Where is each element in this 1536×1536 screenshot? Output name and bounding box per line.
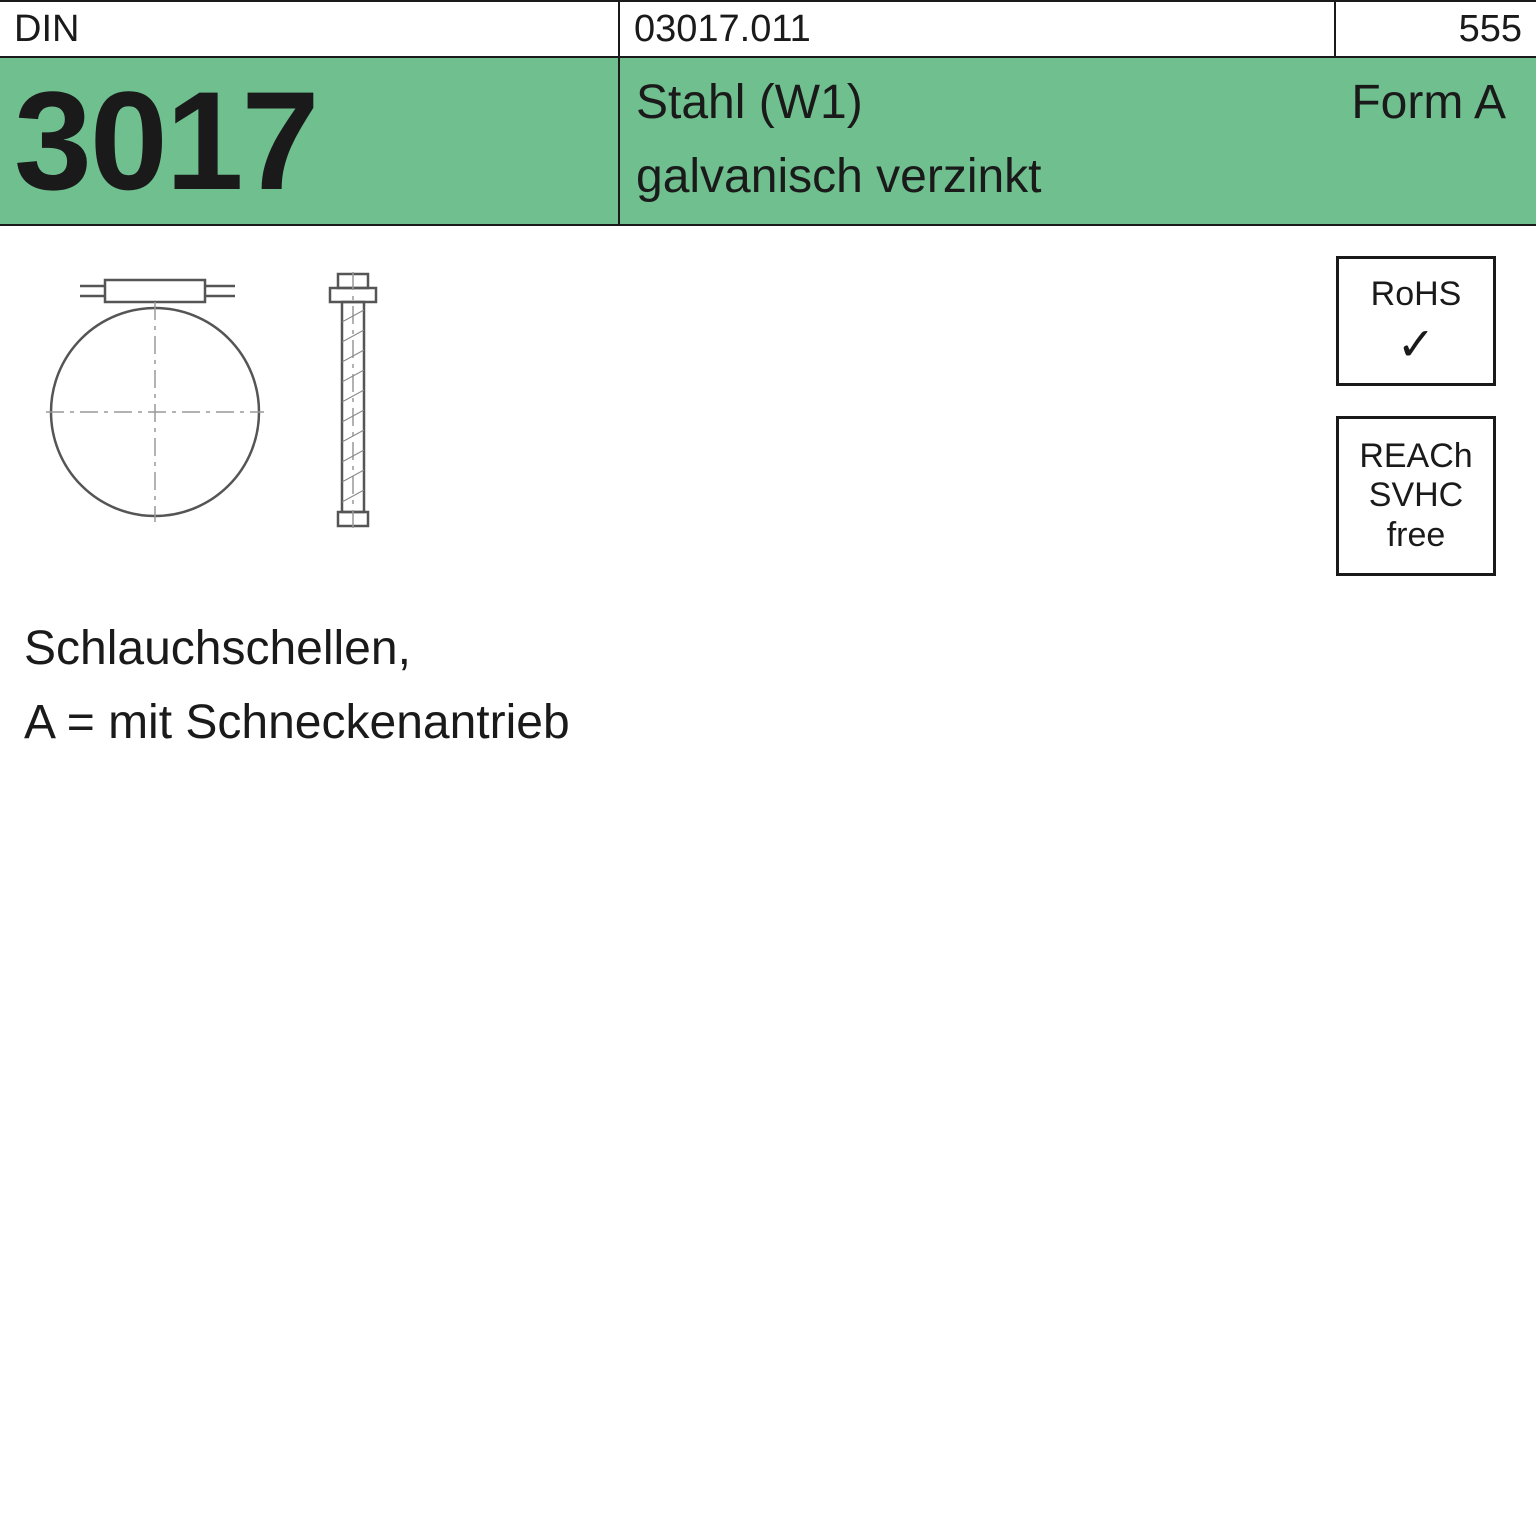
rohs-label: RoHS — [1371, 275, 1462, 314]
form-label: Form A — [1351, 66, 1506, 140]
clamp-side-view-icon — [320, 272, 390, 532]
description-text: Schlauchschellen, A = mit Schneckenantri… — [24, 612, 1516, 761]
title-row: 3017 Stahl (W1) galvanisch verzinkt Form… — [0, 58, 1536, 226]
reach-badge: REACh SVHC free — [1336, 416, 1496, 576]
reach-line1: REACh — [1359, 437, 1472, 476]
header-code: 03017.011 — [620, 2, 1336, 56]
reach-line3: free — [1387, 516, 1446, 555]
description-line1: Schlauchschellen, — [24, 612, 1516, 686]
body-area: Schlauchschellen, A = mit Schneckenantri… — [0, 226, 1536, 761]
check-icon: ✓ — [1397, 321, 1436, 367]
material-cell: Stahl (W1) galvanisch verzinkt Form A — [620, 58, 1536, 224]
rohs-badge: RoHS ✓ — [1336, 256, 1496, 386]
header-row: DIN 03017.011 555 — [0, 0, 1536, 58]
standard-number: 3017 — [0, 58, 620, 224]
header-din: DIN — [0, 2, 620, 56]
header-page: 555 — [1336, 2, 1536, 56]
technical-diagram — [40, 272, 1516, 532]
description-line2: A = mit Schneckenantrieb — [24, 686, 1516, 760]
reach-line2: SVHC — [1369, 476, 1463, 515]
clamp-front-view-icon — [40, 272, 270, 532]
datasheet-page: DIN 03017.011 555 3017 Stahl (W1) galvan… — [0, 0, 1536, 1536]
compliance-badges: RoHS ✓ REACh SVHC free — [1336, 256, 1496, 576]
material-line2: galvanisch verzinkt — [636, 140, 1536, 214]
